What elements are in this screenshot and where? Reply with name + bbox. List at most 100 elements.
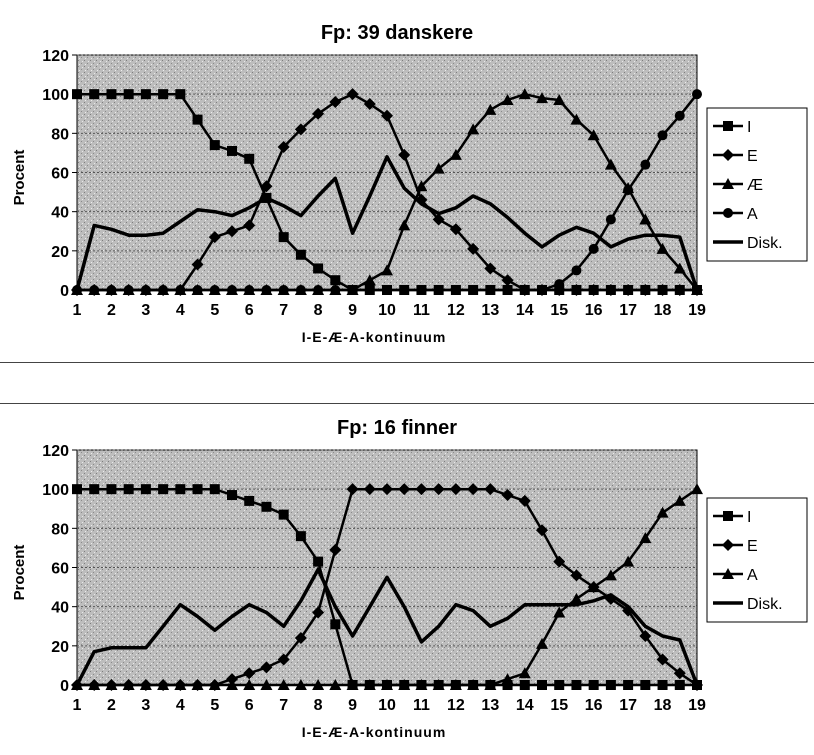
data-point-e (656, 653, 669, 666)
data-point-i (588, 680, 599, 690)
data-point-a (604, 569, 617, 581)
x-tick-label: 14 (516, 697, 534, 714)
data-point-a (295, 285, 306, 295)
data-point-æ (587, 129, 600, 141)
data-point-i (72, 484, 82, 495)
data-point-æ (570, 113, 583, 125)
data-point-a (158, 285, 169, 295)
data-point-æ (673, 262, 686, 274)
data-point-e (243, 219, 256, 232)
data-point-e (604, 592, 617, 605)
data-point-a (553, 606, 566, 618)
data-point-i (175, 89, 186, 100)
x-tick-label: 5 (210, 697, 219, 714)
data-point-a (346, 679, 359, 690)
data-point-e (398, 148, 411, 161)
y-tick-label: 120 (42, 443, 69, 460)
data-point-e (277, 653, 290, 666)
data-point-i (295, 249, 306, 260)
x-tick-label: 17 (619, 697, 637, 714)
x-tick-label: 18 (654, 302, 672, 319)
x-tick-label: 8 (314, 697, 323, 714)
y-tick-label: 120 (42, 48, 69, 65)
data-point-i (140, 484, 151, 495)
data-point-e (553, 555, 566, 568)
data-point-i (72, 89, 82, 100)
data-point-i (123, 89, 134, 100)
chart-title: Fp: 16 finner (337, 417, 457, 439)
y-tick-label: 0 (60, 678, 69, 695)
data-point-a (537, 285, 547, 295)
data-point-æ (467, 123, 480, 135)
chart-finner: Fp: 16 finner 0 20 40 60 80 100 120 1 2 3 4 5 6 7 8 9 10 1… (0, 395, 814, 755)
y-tick-label: 80 (51, 126, 69, 143)
x-tick-label: 14 (516, 302, 534, 319)
data-point-a (673, 494, 686, 506)
data-point-e (467, 242, 480, 255)
data-point-e (277, 141, 290, 154)
data-point-a (329, 679, 342, 690)
data-point-a (157, 679, 170, 690)
x-tick-label: 17 (619, 302, 637, 319)
data-point-e (381, 109, 393, 122)
data-point-a (415, 679, 428, 690)
data-point-i (623, 680, 634, 690)
legend-label-e: E (747, 538, 758, 555)
data-point-i (106, 484, 117, 495)
x-tick-label: 2 (107, 697, 116, 714)
data-point-a (691, 483, 703, 495)
data-point-e (501, 274, 514, 287)
data-point-i (123, 484, 134, 495)
data-point-e (432, 213, 445, 226)
x-tick-label: 15 (550, 302, 568, 319)
data-point-a (347, 285, 358, 295)
data-point-a (484, 679, 497, 690)
x-tick-label: 5 (210, 302, 219, 319)
data-point-æ (432, 162, 445, 174)
data-point-a (227, 285, 237, 295)
data-point-a (605, 214, 616, 225)
data-point-e (570, 569, 583, 582)
data-point-a (330, 285, 341, 295)
data-point-a (312, 679, 325, 690)
data-point-i (89, 484, 100, 495)
data-point-e (260, 180, 273, 193)
x-tick-label: 6 (245, 302, 254, 319)
y-axis-label: Procent (11, 545, 28, 601)
data-point-i (192, 114, 203, 125)
data-point-i (209, 140, 220, 151)
data-point-a (105, 679, 118, 690)
data-point-e (536, 524, 548, 537)
data-point-i (640, 680, 651, 690)
legend-marker-æ (722, 178, 734, 189)
data-point-i (261, 501, 272, 512)
data-point-e (398, 483, 411, 496)
data-point-a (518, 667, 531, 679)
data-point-e (673, 667, 686, 680)
x-tick-label: 19 (688, 302, 706, 319)
data-point-e (449, 483, 462, 496)
data-point-e (312, 107, 325, 120)
data-point-a (519, 285, 530, 295)
data-point-i (295, 531, 306, 542)
data-point-i (175, 484, 186, 495)
data-point-i (192, 484, 203, 495)
legend-label-e: E (747, 148, 758, 165)
data-point-e (432, 483, 445, 496)
data-point-i (278, 232, 289, 243)
data-point-a (363, 679, 376, 690)
data-point-æ (639, 213, 652, 225)
y-tick-label: 100 (42, 87, 69, 104)
data-point-a (364, 285, 375, 295)
data-point-æ (363, 274, 376, 286)
x-tick-label: 12 (447, 302, 465, 319)
x-tick-label: 7 (279, 697, 288, 714)
data-point-æ (449, 148, 462, 160)
data-point-a (570, 592, 583, 604)
data-point-a (398, 679, 411, 690)
data-point-a (209, 285, 220, 295)
data-point-i (605, 680, 616, 690)
data-point-a (674, 110, 685, 121)
